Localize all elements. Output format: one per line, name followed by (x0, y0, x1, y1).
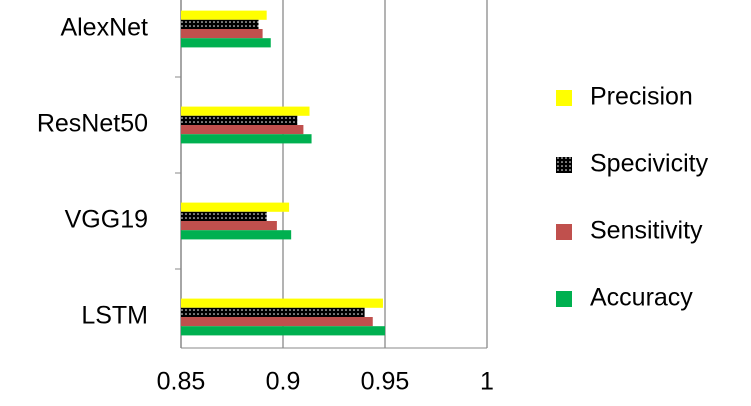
bar (181, 106, 310, 116)
bar (181, 307, 365, 317)
legend-swatch (556, 224, 572, 240)
bar (181, 134, 312, 144)
legend-swatch (556, 90, 572, 106)
legend-swatch (556, 157, 572, 173)
category-label: VGG19 (65, 206, 148, 234)
bar (181, 221, 277, 231)
x-tick-label: 0.85 (157, 368, 206, 396)
bar (181, 298, 383, 308)
bar (181, 19, 259, 29)
category-label: ResNet50 (37, 110, 148, 138)
bar (181, 115, 298, 125)
legend-swatch (556, 291, 572, 307)
bar (181, 10, 267, 20)
category-label: AlexNet (60, 14, 148, 42)
category-label: LSTM (81, 302, 148, 330)
bar (181, 326, 385, 336)
x-tick-label: 0.9 (266, 368, 301, 396)
bar (181, 317, 373, 327)
legend-label: Precision (590, 83, 693, 111)
x-tick-label: 0.95 (361, 368, 410, 396)
bar (181, 211, 267, 221)
bar (181, 125, 304, 135)
x-tick-label: 1 (480, 368, 494, 396)
bar (181, 29, 263, 39)
legend-label: Specivicity (590, 150, 709, 178)
bar (181, 202, 290, 212)
bar (181, 230, 292, 240)
legend-label: Accuracy (590, 284, 693, 312)
legend-label: Sensitivity (590, 217, 703, 245)
bar (181, 38, 271, 48)
